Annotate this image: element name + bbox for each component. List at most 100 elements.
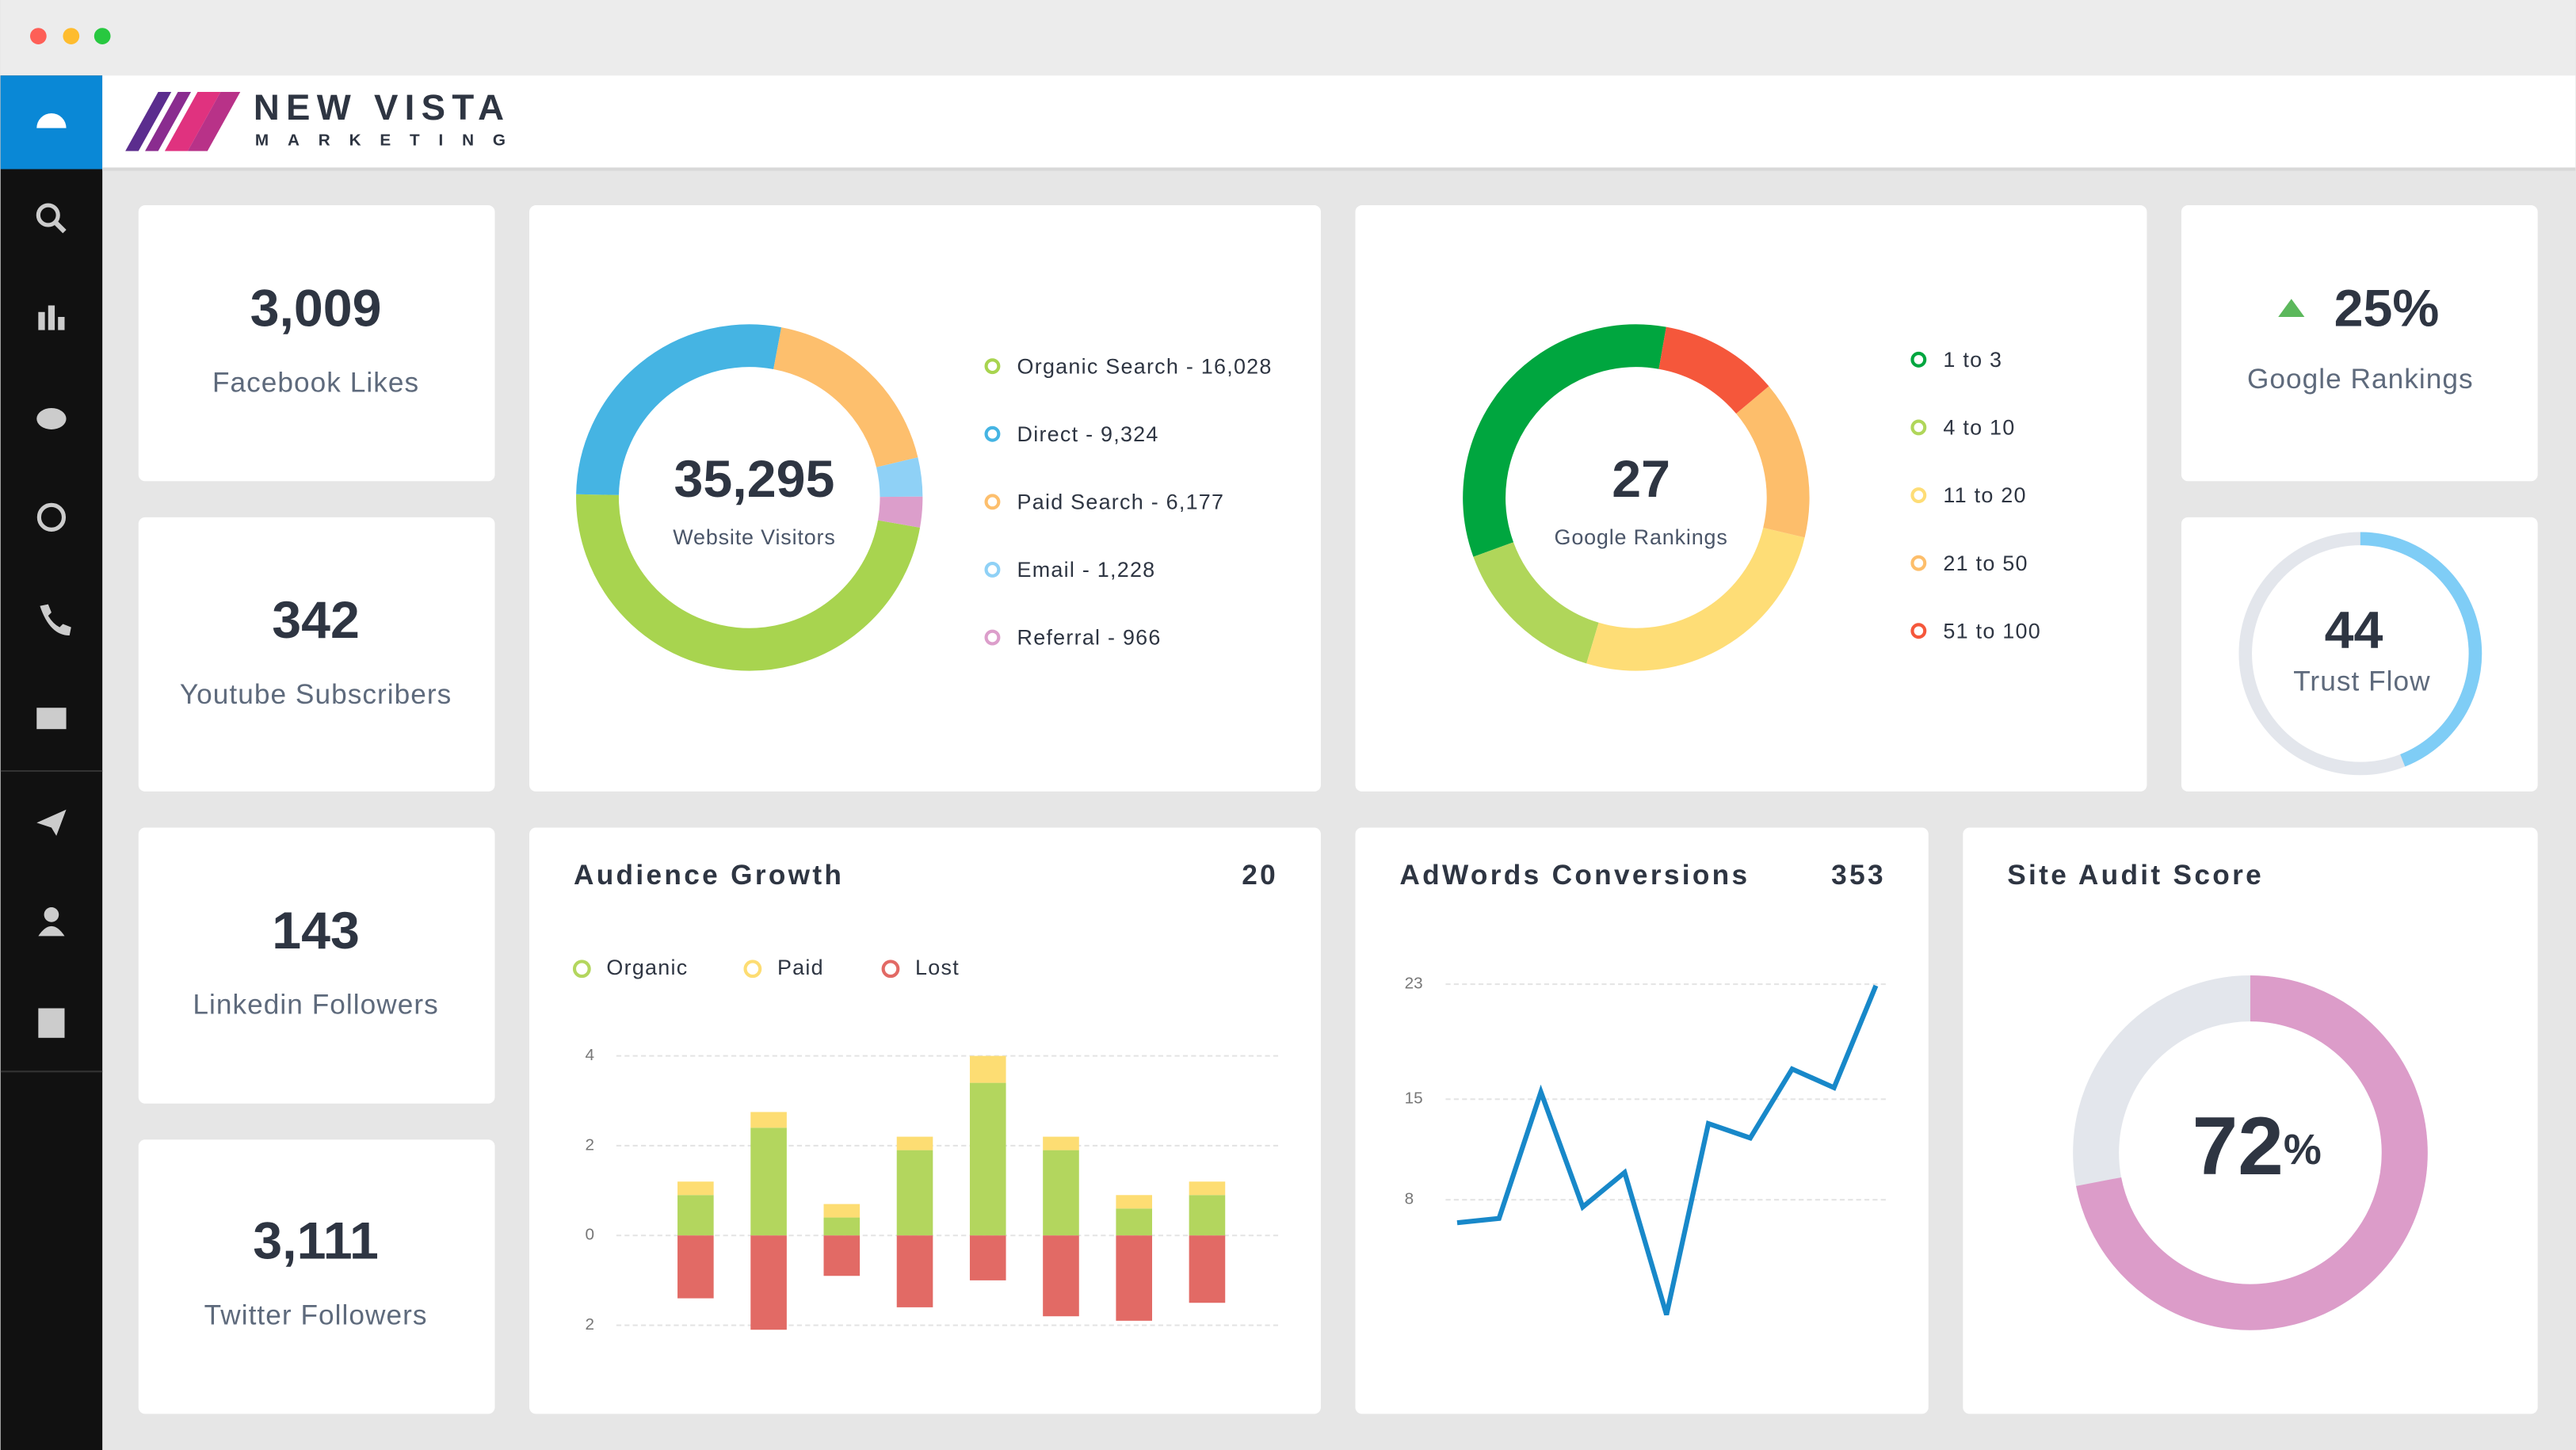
donut-segment: [877, 496, 923, 528]
sidebar: [0, 75, 103, 1450]
icon-user[interactable]: [38, 907, 65, 937]
card-title: Site Audit Score: [2007, 860, 2264, 891]
legend-marker: [1910, 419, 1927, 436]
legend-marker: [1910, 487, 1927, 504]
legend-label: Organic: [606, 956, 688, 979]
donut-segment: [1473, 541, 1600, 664]
bar-segment: [969, 1235, 1006, 1280]
bar-segment: [1189, 1181, 1226, 1196]
bar-segment: [750, 1235, 787, 1330]
donut-segment: [576, 494, 921, 671]
sidebar-divider: [0, 1070, 103, 1073]
bar-segment: [677, 1195, 714, 1236]
bar-segment: [823, 1204, 861, 1218]
bar-segment: [969, 1055, 1006, 1083]
legend-label: Lost: [915, 956, 960, 979]
stat-label: Facebook Likes: [212, 367, 419, 398]
bar-segment: [750, 1112, 787, 1128]
card: [138, 205, 495, 482]
legend-label: 4 to 10: [1943, 416, 2015, 440]
bar-segment: [896, 1235, 933, 1307]
legend-marker: [984, 425, 1001, 442]
sidebar-divider: [0, 769, 103, 773]
bar-segment: [1189, 1195, 1226, 1236]
window-zoom[interactable]: [93, 28, 111, 44]
icon-reports[interactable]: [38, 305, 65, 330]
brand-name: NEW VISTA: [254, 87, 510, 128]
legend-marker: [572, 960, 591, 979]
legend-label: 11 to 20: [1943, 483, 2026, 507]
bar-segment: [1116, 1195, 1153, 1209]
bar-segment: [823, 1235, 861, 1276]
stat-value: 3,111: [253, 1212, 379, 1270]
donut-center-label: Google Rankings: [1555, 525, 1728, 549]
header-shadow: [102, 167, 2576, 171]
donut-segment: [1586, 527, 1805, 671]
gauge-arc: [2076, 975, 2428, 1330]
card: [1355, 827, 1929, 1414]
legend-label: Organic Search - 16,028: [1017, 354, 1273, 378]
bar-segment: [1116, 1235, 1153, 1321]
legend-marker: [743, 960, 762, 979]
rankings-change: 25%: [2334, 279, 2440, 338]
stat-label: Linkedin Followers: [193, 990, 438, 1021]
bar-segment: [750, 1128, 787, 1236]
y-tick-label: 4: [585, 1046, 594, 1064]
legend-label: 51 to 100: [1943, 619, 2041, 643]
card-total: 20: [1242, 860, 1278, 891]
window-minimize[interactable]: [63, 28, 80, 44]
donut-segment: [773, 327, 918, 468]
bar-segment: [823, 1217, 861, 1236]
bar-segment: [969, 1082, 1006, 1236]
icon-phone[interactable]: [40, 604, 71, 636]
legend-marker: [1910, 351, 1927, 368]
donut-segment: [1463, 324, 1666, 557]
stat-label: Twitter Followers: [204, 1299, 428, 1330]
bar-segment: [896, 1136, 933, 1150]
bar-segment: [1189, 1235, 1226, 1303]
card-title: AdWords Conversions: [1399, 860, 1750, 891]
y-tick-label: 2: [585, 1315, 594, 1334]
y-tick-label: 8: [1405, 1190, 1414, 1208]
legend-label: Direct - 9,324: [1017, 422, 1159, 446]
window-close[interactable]: [29, 28, 47, 44]
icon-dashboard[interactable]: [36, 113, 67, 128]
icon-target[interactable]: [36, 502, 67, 532]
y-tick-label: 23: [1405, 975, 1423, 993]
icon-chat[interactable]: [36, 408, 67, 429]
icon-search[interactable]: [36, 203, 67, 234]
donut-center-value: 35,295: [674, 450, 835, 509]
cards: [138, 205, 2538, 1414]
legend-marker: [984, 629, 1001, 646]
gauge-label: Trust Flow: [2293, 666, 2430, 696]
stat-value: 342: [272, 591, 360, 650]
bar-segment: [677, 1235, 714, 1299]
bar-segment: [677, 1181, 714, 1196]
card: [1963, 827, 2538, 1414]
legend-marker: [1910, 555, 1927, 571]
line: [1456, 984, 1879, 1316]
legend-marker: [984, 494, 1001, 510]
donut-segment: [1658, 326, 1769, 414]
icon-mail[interactable]: [36, 708, 67, 730]
legend-marker: [1910, 623, 1927, 639]
bar-segment: [1043, 1136, 1079, 1150]
icon-tasks[interactable]: [38, 1008, 65, 1038]
y-tick-label: 15: [1405, 1089, 1423, 1108]
card: [138, 827, 495, 1104]
icon-send[interactable]: [36, 809, 67, 836]
donut-center-label: Website Visitors: [673, 525, 835, 549]
y-tick-label: 0: [585, 1226, 594, 1244]
stat-value: 3,009: [250, 279, 382, 338]
donut-segment: [876, 457, 923, 498]
donut-segment: [576, 324, 782, 496]
legend-marker: [881, 960, 900, 979]
gauge-value: 44: [2325, 601, 2383, 659]
legend-label: Referral - 966: [1017, 626, 1162, 650]
legend-marker: [984, 358, 1001, 375]
legend-marker: [984, 561, 1001, 578]
window-bar: [0, 0, 2576, 76]
donut-center-value: 27: [1612, 450, 1670, 509]
logo: NEW VISTA MARKETING: [125, 87, 510, 151]
